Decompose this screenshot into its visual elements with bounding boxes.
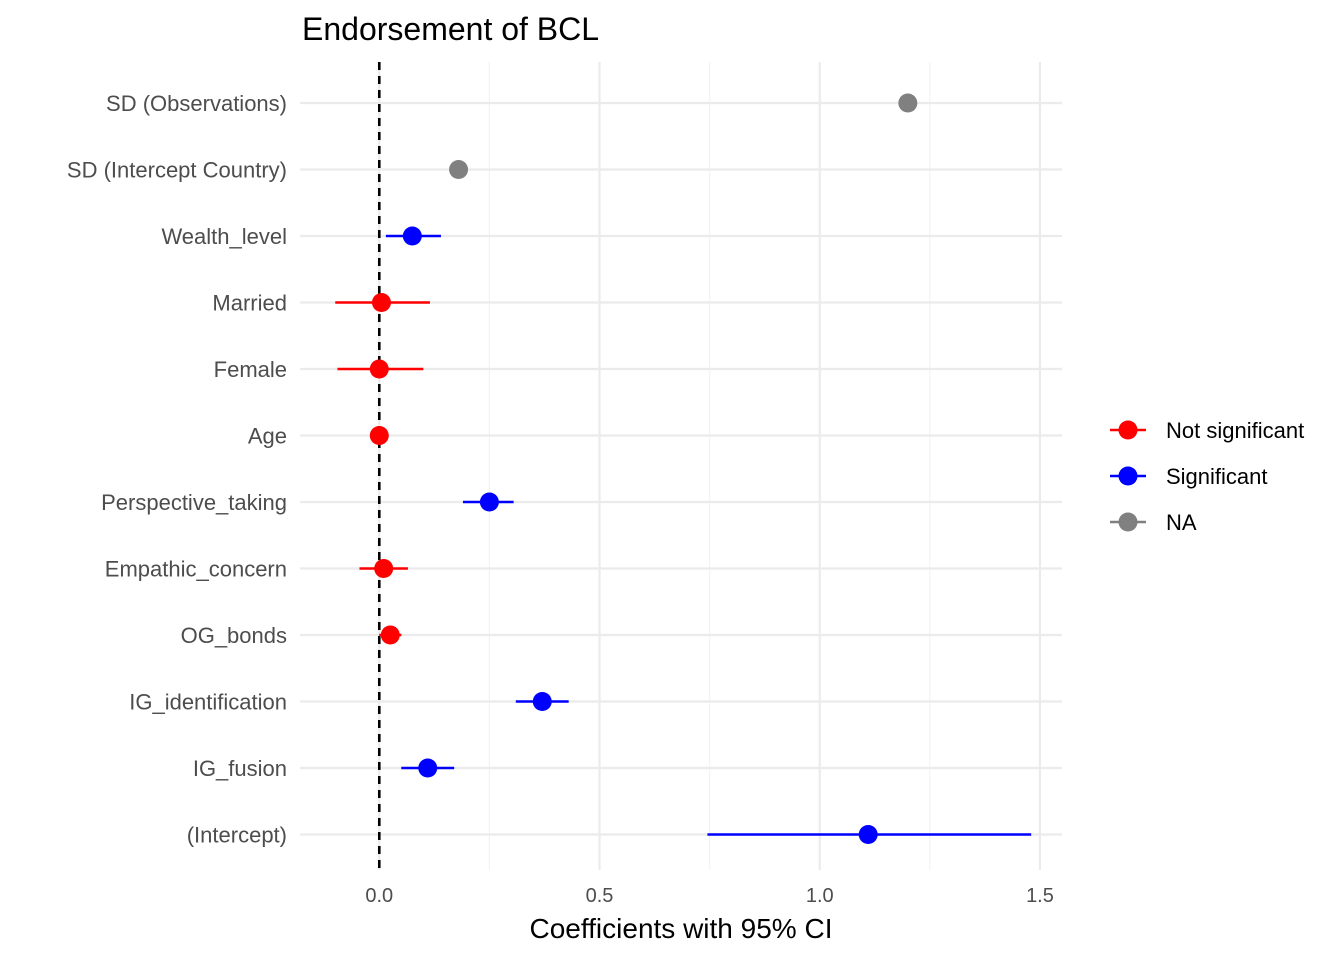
x-tick-label: 1.0 (806, 885, 834, 907)
estimate-point (532, 692, 552, 711)
y-tick-label: Female (214, 357, 287, 382)
x-axis-title: Coefficients with 95% CI (530, 913, 833, 944)
y-tick-label: IG_identification (129, 690, 287, 715)
estimate-point (449, 160, 469, 179)
x-tick-label: 1.5 (1026, 885, 1054, 907)
estimate-point (402, 226, 422, 246)
y-tick-label: SD (Observations) (106, 91, 287, 116)
grid (300, 62, 1062, 870)
y-tick-label: Age (248, 424, 287, 449)
legend-key-point (1118, 466, 1138, 486)
coefficient-marks (335, 93, 1032, 844)
estimate-point (371, 293, 391, 312)
estimate-point (858, 825, 878, 844)
chart-title: Endorsement of BCL (302, 11, 599, 47)
y-tick-label: Wealth_level (161, 224, 287, 249)
legend-key-point (1118, 512, 1138, 532)
x-tick-label: 0.5 (586, 885, 614, 907)
estimate-point (374, 559, 394, 578)
y-tick-label: IG_fusion (193, 756, 287, 781)
estimate-point (898, 93, 918, 113)
legend: Not significant Significant NA (1110, 418, 1304, 535)
x-axis-tick-labels: 0.0 0.5 1.0 1.5 (365, 885, 1054, 907)
estimate-point (380, 625, 400, 645)
y-tick-label: Married (212, 291, 287, 316)
y-tick-label: (Intercept) (187, 823, 287, 848)
y-tick-label: Empathic_concern (105, 557, 287, 582)
legend-key-point (1118, 420, 1138, 440)
legend-label: NA (1166, 510, 1197, 535)
x-tick-label: 0.0 (365, 885, 393, 907)
y-tick-label: SD (Intercept Country) (67, 158, 287, 183)
legend-label: Not significant (1166, 418, 1304, 443)
estimate-point (369, 426, 389, 445)
y-tick-label: Perspective_taking (101, 490, 287, 515)
estimate-point (418, 758, 438, 778)
estimate-point (479, 492, 499, 512)
y-axis-tick-labels: SD (Observations) SD (Intercept Country) W… (67, 91, 287, 848)
y-tick-label: OG_bonds (181, 623, 287, 648)
legend-label: Significant (1166, 464, 1268, 489)
estimate-point (369, 359, 389, 379)
